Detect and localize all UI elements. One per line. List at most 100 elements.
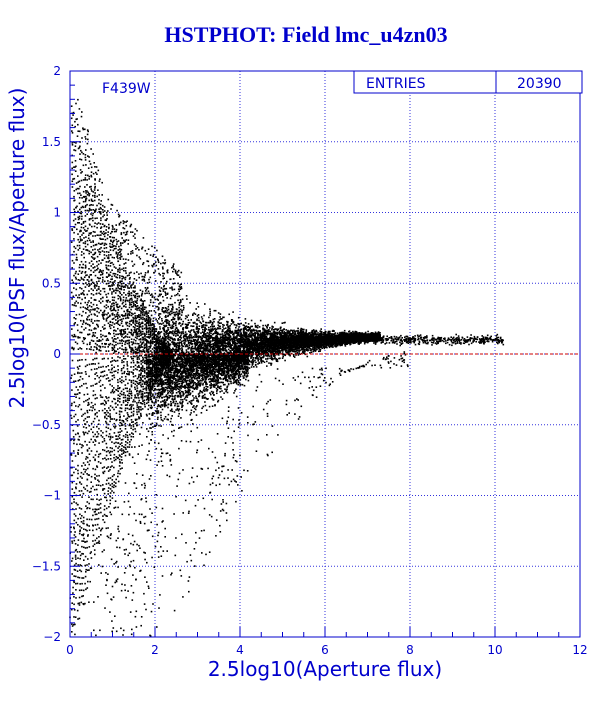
data-point [136,424,139,426]
data-point [71,173,73,176]
data-point [305,331,307,334]
data-point [88,232,91,235]
data-point [132,413,135,415]
data-point [136,366,139,368]
data-point [143,350,146,352]
data-point [138,344,140,347]
data-point [117,253,119,256]
data-point [103,505,106,507]
data-point [128,390,131,392]
data-point [111,281,114,284]
data-point [100,227,102,229]
data-point [140,372,142,374]
data-point [86,444,88,446]
data-point [71,495,74,498]
data-point [74,341,77,343]
data-point [73,519,76,522]
data-point [75,258,77,261]
data-point [121,275,123,278]
data-point [73,491,76,494]
data-point [190,319,192,321]
data-point [71,631,73,633]
data-point [86,343,89,346]
data-point [164,342,166,345]
data-point [145,348,148,350]
data-point [96,493,98,496]
data-point [75,283,77,285]
data-point [117,404,119,406]
data-point [109,438,111,441]
data-point [115,252,118,255]
data-point [79,551,81,553]
data-point [113,425,115,428]
data-point [94,383,97,385]
data-point [178,350,180,353]
data-point [77,359,79,362]
data-point [250,319,253,322]
data-point [120,430,123,432]
data-point [168,303,170,306]
data-point [108,407,110,409]
data-point [132,342,134,345]
data-point [111,436,114,438]
data-point [130,319,133,322]
data-point [149,333,151,336]
data-point [111,465,113,467]
data-point [119,332,121,335]
data-point [92,271,95,273]
data-point [93,417,96,420]
data-point [206,321,208,324]
data-point [138,383,140,385]
data-point [142,311,144,314]
data-point [88,453,91,455]
data-point [130,379,133,382]
data-point [86,523,88,526]
data-point [123,292,125,294]
data-point [332,346,334,348]
data-point [71,608,73,611]
data-point [108,435,110,438]
data-point [90,306,93,308]
data-point [279,327,282,330]
data-point [209,308,211,310]
data-point [132,326,135,328]
data-point [117,289,119,292]
data-point [132,333,134,335]
data-point [126,365,129,367]
data-point [145,338,148,341]
data-point [130,366,132,368]
data-point [86,399,89,401]
data-point [113,449,116,452]
data-point [121,345,123,347]
data-point [196,323,198,325]
data-point [160,348,163,351]
data-point [95,357,98,360]
data-point [118,264,121,267]
data-point [88,441,91,443]
data-point [99,345,102,348]
data-point [250,336,253,338]
data-point [123,358,125,360]
data-point [126,446,129,448]
data-point [115,445,117,448]
data-point [118,413,121,416]
data-point [107,365,109,367]
data-point [157,333,159,336]
data-point [136,325,139,327]
data-point [119,342,121,345]
data-point [113,266,116,268]
data-point [297,354,300,356]
data-point [136,406,139,408]
data-point [130,361,133,364]
data-point [113,422,116,425]
data-point [130,314,133,317]
data-point [71,359,74,362]
data-point [153,367,156,370]
data-point [121,419,123,422]
data-point [136,381,138,383]
data-point [115,315,118,317]
data-point [84,215,87,217]
data-point [80,260,83,263]
data-point [113,349,116,352]
data-point [140,322,142,324]
